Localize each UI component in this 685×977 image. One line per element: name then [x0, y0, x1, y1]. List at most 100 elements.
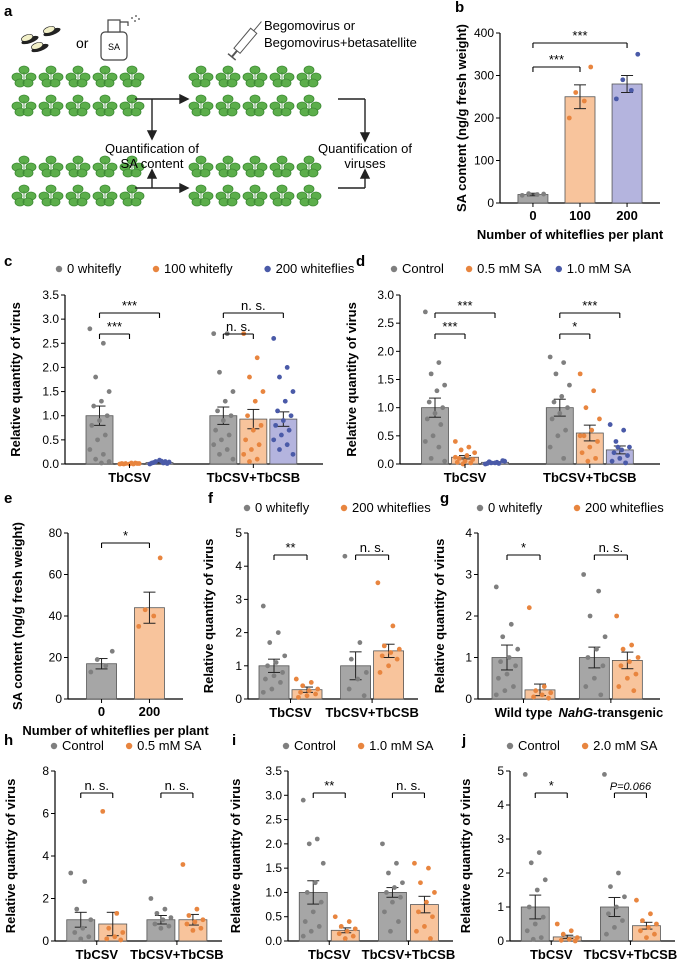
data-point	[316, 924, 322, 929]
data-point	[93, 374, 99, 380]
significance-label: n. s.	[241, 298, 266, 313]
x-group-label: TbCSV+TbCSB	[362, 947, 456, 962]
data-point	[424, 899, 429, 905]
data-point	[432, 410, 438, 416]
data-point	[428, 936, 433, 941]
data-point	[298, 689, 303, 695]
legend-marker	[573, 504, 581, 512]
data-point	[559, 394, 565, 399]
data-point	[600, 663, 606, 669]
plant-icon	[65, 155, 91, 178]
data-point	[94, 657, 100, 662]
y-tick-label: 1	[465, 651, 472, 665]
data-point	[396, 646, 402, 652]
quant-sa-line1: Quantification of	[105, 141, 199, 156]
data-point	[534, 192, 540, 197]
data-point	[104, 413, 110, 419]
data-point	[524, 928, 530, 934]
data-point	[228, 413, 234, 419]
data-point	[384, 890, 389, 895]
y-axis-label: Relative quantity of virus	[8, 302, 23, 457]
legend-marker	[357, 742, 365, 750]
data-point	[635, 51, 641, 57]
data-point	[530, 936, 536, 942]
data-point	[526, 605, 532, 611]
data-point	[597, 416, 602, 422]
data-point	[608, 884, 613, 889]
data-point	[290, 451, 296, 457]
data-point	[619, 447, 625, 453]
y-tick-label: 60	[49, 568, 63, 582]
legend-marker	[55, 265, 63, 273]
significance-label: n. s.	[360, 540, 385, 555]
data-point	[568, 928, 574, 934]
chart-g: g 0 1 2 3 4 Relative quantity of virus Wild typ…	[432, 490, 664, 720]
data-point	[379, 653, 385, 659]
data-point	[613, 439, 619, 444]
plant-icon	[11, 94, 37, 117]
data-point	[271, 336, 277, 341]
data-point	[528, 860, 534, 866]
data-point	[275, 408, 280, 414]
data-point	[282, 398, 288, 404]
data-point	[400, 880, 405, 886]
data-point	[526, 904, 532, 910]
data-point	[252, 398, 258, 404]
data-point	[577, 371, 583, 377]
legend-label: 0.5 mM SA	[477, 261, 542, 276]
data-point	[273, 422, 279, 428]
data-point	[377, 670, 383, 675]
data-point	[615, 444, 621, 450]
data-point	[442, 458, 448, 464]
data-point	[504, 671, 510, 677]
data-point	[536, 850, 542, 855]
data-point	[553, 371, 559, 377]
legend-label: 2.0 mM SA	[593, 738, 658, 753]
data-point	[154, 910, 160, 916]
data-point	[100, 808, 106, 814]
data-point	[151, 613, 157, 619]
data-point	[106, 389, 112, 394]
data-point	[616, 684, 622, 689]
data-point	[350, 933, 356, 939]
panel-label-j: j	[461, 732, 466, 749]
data-point	[288, 413, 294, 419]
data-point	[168, 915, 174, 921]
data-point	[633, 671, 639, 677]
data-point	[394, 860, 399, 866]
data-point	[595, 439, 600, 444]
data-point	[336, 931, 342, 937]
plant-icon	[242, 94, 268, 117]
panel-label-e: e	[4, 490, 12, 507]
y-tick-label: 300	[474, 69, 494, 83]
plant-icon	[215, 184, 241, 207]
plant-icon	[119, 184, 145, 207]
quant-sa-line2: SA content	[121, 156, 184, 171]
data-point	[296, 694, 301, 700]
data-point	[547, 354, 553, 360]
data-point	[313, 691, 318, 697]
data-point	[493, 584, 499, 590]
data-point	[226, 432, 232, 438]
data-point	[560, 931, 566, 937]
data-point	[308, 928, 314, 934]
data-point	[271, 673, 277, 679]
data-point	[89, 422, 95, 428]
legend-marker	[50, 742, 58, 750]
significance-label: **	[285, 540, 295, 555]
data-point	[442, 382, 448, 388]
data-point	[464, 453, 470, 458]
plant-icon	[296, 155, 322, 178]
spray-bottle-icon	[100, 15, 140, 61]
data-point	[598, 692, 604, 698]
data-point	[166, 923, 172, 929]
data-point	[567, 382, 572, 388]
y-tick-label: 6	[42, 807, 49, 821]
data-point	[500, 634, 506, 640]
data-point	[533, 688, 539, 694]
data-point	[581, 572, 587, 577]
data-point	[249, 447, 254, 452]
data-point	[498, 659, 503, 665]
data-point	[152, 921, 158, 927]
data-point	[484, 461, 490, 466]
